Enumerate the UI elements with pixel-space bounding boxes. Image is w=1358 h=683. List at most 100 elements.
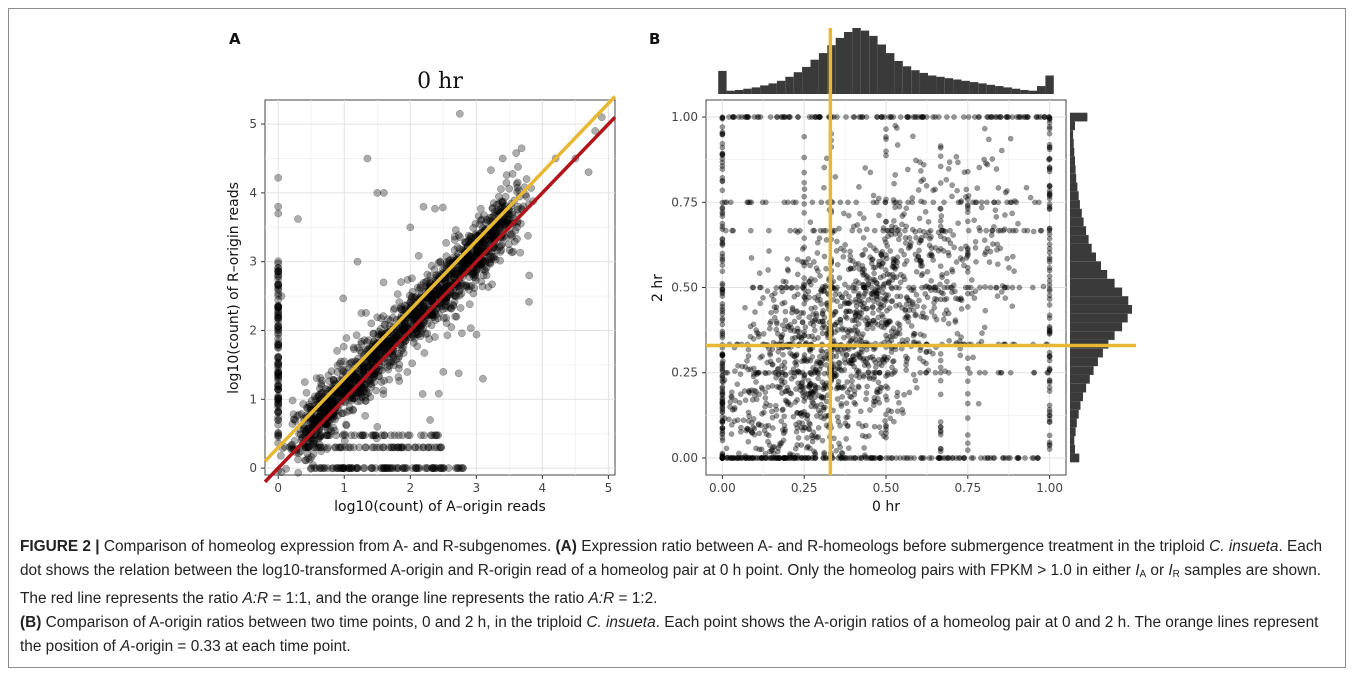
scatter-point xyxy=(430,443,439,452)
scatter-point xyxy=(890,256,897,262)
scatter-point xyxy=(965,304,971,310)
scatter-point xyxy=(843,436,849,442)
scatter-point xyxy=(287,441,296,450)
scatter-point xyxy=(1038,114,1044,120)
scatter-point xyxy=(274,352,283,361)
right-histogram-bar xyxy=(1070,121,1075,131)
top-histogram-bar xyxy=(869,35,878,94)
scatter-point xyxy=(862,359,869,365)
scatter-point xyxy=(1045,369,1051,376)
scatter-point xyxy=(801,193,807,200)
scatter-point xyxy=(883,134,889,140)
scatter-point xyxy=(782,317,789,324)
scatter-point xyxy=(384,340,393,349)
scatter-point xyxy=(354,343,362,352)
scatter-point xyxy=(501,218,509,226)
scatter-point xyxy=(912,312,918,319)
scatter-point xyxy=(760,295,766,301)
x-tick-label: 5 xyxy=(605,481,613,495)
scatter-point xyxy=(851,455,857,461)
scatter-point xyxy=(719,301,726,307)
scatter-point xyxy=(901,251,907,258)
scatter-point xyxy=(459,464,467,472)
scatter-point xyxy=(719,253,726,260)
y-tick-label: 5 xyxy=(249,117,257,131)
scatter-point xyxy=(757,114,764,120)
scatter-point xyxy=(1046,168,1053,175)
scatter-point xyxy=(914,303,920,309)
scatter-point xyxy=(992,207,999,213)
scatter-point xyxy=(883,430,889,436)
scatter-point xyxy=(946,252,952,259)
x-tick-label: 0 xyxy=(274,481,282,495)
scatter-point xyxy=(513,178,522,187)
scatter-point xyxy=(978,455,984,461)
x-tick-label: 4 xyxy=(539,481,547,495)
caption-sub-a: A xyxy=(1139,569,1147,580)
x-tick-label: 0.00 xyxy=(709,481,736,495)
scatter-point xyxy=(930,257,936,263)
top-histogram-bar xyxy=(743,88,752,94)
scatter-point xyxy=(796,314,802,320)
scatter-point xyxy=(735,417,741,423)
right-histogram-bar xyxy=(1070,243,1092,253)
scatter-point xyxy=(1002,212,1008,218)
scatter-point xyxy=(986,259,993,265)
scatter-point xyxy=(986,136,992,143)
scatter-point xyxy=(761,427,768,434)
right-histogram-bar xyxy=(1070,130,1074,139)
scatter-point xyxy=(781,365,788,371)
scatter-point xyxy=(369,330,378,338)
scatter-point xyxy=(848,373,855,379)
scatter-point xyxy=(999,289,1005,295)
scatter-point xyxy=(778,369,785,376)
scatter-point xyxy=(782,426,788,433)
scatter-point xyxy=(794,425,801,431)
scatter-point xyxy=(740,417,747,423)
scatter-point xyxy=(719,317,726,324)
scatter-point xyxy=(373,422,382,431)
scatter-point xyxy=(744,358,750,364)
scatter-point xyxy=(859,252,865,258)
scatter-point xyxy=(405,431,414,440)
scatter-point xyxy=(361,443,369,452)
scatter-point xyxy=(274,330,283,339)
scatter-point xyxy=(340,430,348,439)
scatter-point xyxy=(363,154,372,163)
x-tick-label: 1 xyxy=(340,481,348,495)
scatter-point xyxy=(982,249,989,255)
scatter-point xyxy=(352,331,361,340)
scatter-point xyxy=(274,209,283,218)
scatter-point xyxy=(761,409,767,416)
scatter-point xyxy=(809,434,816,441)
scatter-point xyxy=(847,308,853,315)
scatter-point xyxy=(823,362,829,368)
scatter-point xyxy=(979,330,985,336)
scatter-point xyxy=(431,333,439,341)
scatter-point xyxy=(420,349,429,357)
scatter-point xyxy=(1046,241,1053,248)
scatter-point xyxy=(921,304,927,310)
scatter-point xyxy=(953,153,960,160)
scatter-point xyxy=(379,390,388,398)
top-histogram-bar xyxy=(785,76,794,94)
scatter-point xyxy=(381,320,390,329)
scatter-point xyxy=(885,227,891,234)
scatter-point xyxy=(965,196,971,203)
scatter-point xyxy=(719,236,726,243)
right-histogram-bar xyxy=(1070,357,1098,367)
scatter-point xyxy=(1006,265,1012,271)
scatter-point xyxy=(356,431,364,440)
scatter-point xyxy=(312,374,321,383)
scatter-point xyxy=(356,366,365,374)
scatter-point xyxy=(905,199,911,206)
scatter-point xyxy=(835,261,841,268)
scatter-point xyxy=(732,368,738,374)
scatter-point xyxy=(943,176,950,183)
scatter-point xyxy=(873,280,880,286)
scatter-point xyxy=(294,455,302,464)
scatter-point xyxy=(756,270,763,276)
top-histogram-bar xyxy=(936,76,945,94)
scatter-point xyxy=(274,416,283,424)
scatter-point xyxy=(901,391,907,398)
